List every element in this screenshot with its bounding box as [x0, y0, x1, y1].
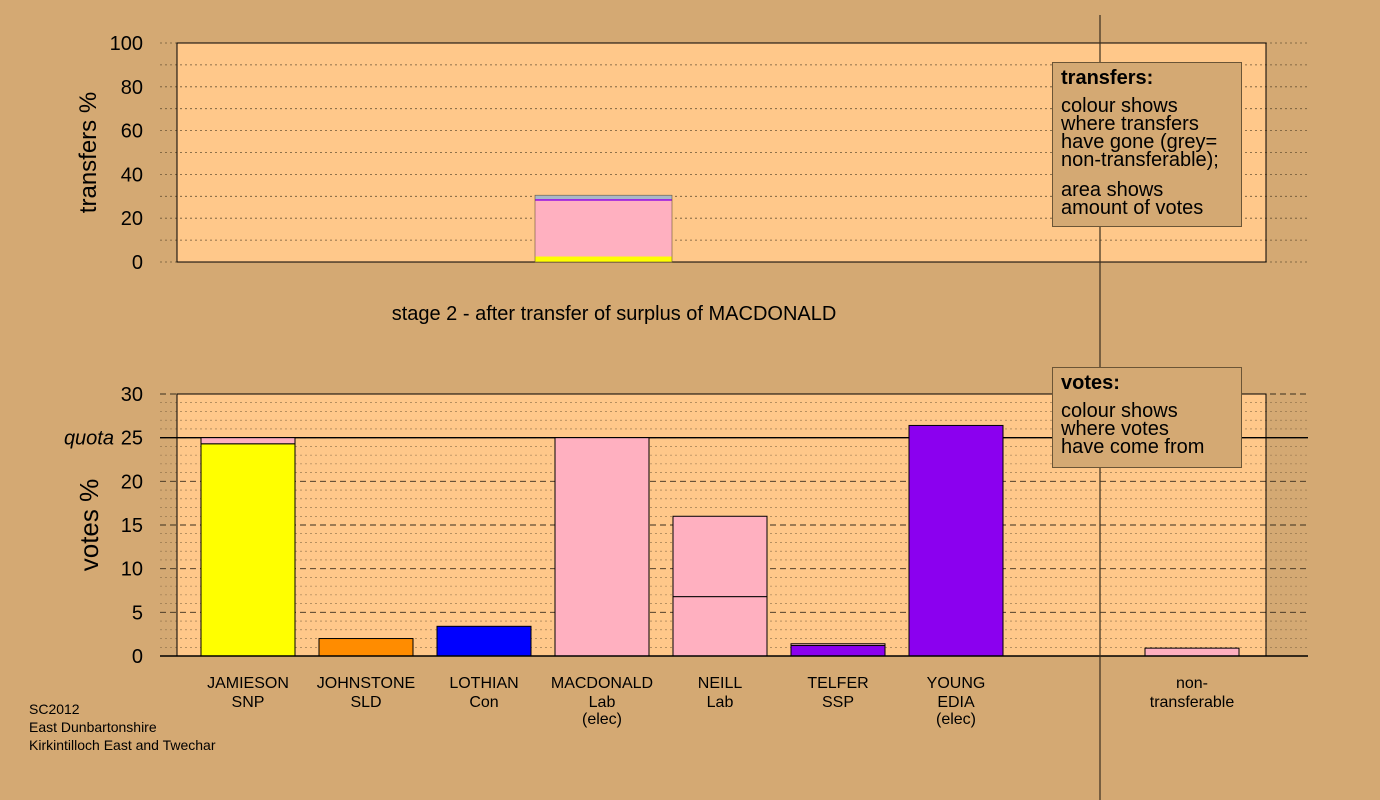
candidate-name-label: JAMIESON [207, 675, 289, 692]
candidate-party-label: SSP [822, 694, 854, 711]
transfers-legend-line: non-transferable); [1061, 149, 1219, 171]
candidate-name-label: LOTHIAN [449, 675, 518, 692]
candidate-party-label: Con [469, 694, 498, 711]
transfers-y-tick-label: 80 [121, 77, 143, 99]
candidate-party-label: SLD [350, 694, 381, 711]
candidate-note-label: (elec) [936, 711, 976, 728]
transfers-y-axis-label: transfers % [75, 92, 102, 213]
votes-legend: votes: colour shows where votes have com… [1052, 367, 1242, 468]
transfer-segment-non-transferable [535, 195, 672, 200]
vote-bar-segment [908, 424, 1004, 657]
candidate-name-label: TELFER [807, 675, 868, 692]
vote-bar-segment [672, 515, 768, 598]
transfers-y-tick-label: 100 [110, 33, 143, 55]
transfers-y-tick-label: 0 [132, 252, 143, 274]
transfers-y-tick-label: 20 [121, 208, 143, 230]
transfers-y-tick-label: 60 [121, 121, 143, 143]
votes-legend-line: have come from [1061, 436, 1205, 458]
vote-bar-segment [790, 643, 886, 647]
votes-y-axis-label: votes % [74, 479, 104, 572]
transfer-segment-neill [535, 200, 672, 257]
votes-y-tick-label: 30 [121, 384, 143, 406]
transfers-legend-title: transfers: [1061, 67, 1154, 89]
candidate-party-label: Lab [707, 694, 734, 711]
votes-y-tick-label: 5 [132, 602, 143, 624]
candidate-name-label: MACDONALD [551, 675, 653, 692]
votes-legend-title: votes: [1061, 372, 1120, 394]
vote-bar-segment [1144, 647, 1240, 657]
candidate-name-label: YOUNG [927, 675, 986, 692]
candidate-name-label: non- [1176, 675, 1208, 692]
votes-y-tick-label: 15 [121, 515, 143, 537]
transfer-bar-outline [534, 194, 673, 263]
votes-y-tick-label: 0 [132, 646, 143, 668]
stage-title: stage 2 - after transfer of surplus of M… [392, 303, 837, 325]
transfers-legend-line: where transfers [1061, 113, 1199, 135]
votes-legend-line: where votes [1061, 418, 1169, 440]
footer: SC2012 East Dunbartonshire Kirkintilloch… [29, 700, 216, 754]
transfer-segment-telfer [535, 199, 672, 201]
votes-y-tick-label: 10 [121, 559, 143, 581]
candidate-party-label: EDIA [937, 694, 975, 711]
candidate-note-label: (elec) [582, 711, 622, 728]
candidate-party-label: SNP [232, 694, 265, 711]
candidate-party-label: Lab [589, 694, 616, 711]
footer-line: Kirkintilloch East and Twechar [29, 737, 216, 753]
vote-bar-segment [318, 638, 414, 657]
footer-line: SC2012 [29, 701, 80, 717]
transfers-legend-line: amount of votes [1061, 197, 1204, 219]
votes-y-tick-label: 20 [121, 471, 143, 493]
votes-y-tick-label: 25 [121, 428, 143, 450]
transfers-legend-line: have gone (grey= [1061, 131, 1218, 153]
transfers-y-tick-label: 40 [121, 164, 143, 186]
candidate-name-label: NEILL [698, 675, 743, 692]
footer-line: East Dunbartonshire [29, 719, 157, 735]
votes-legend-line: colour shows [1061, 400, 1178, 422]
vote-bar-segment [200, 443, 296, 657]
vote-bar-segment [200, 437, 296, 445]
transfers-plot-frame [176, 42, 1267, 263]
transfers-legend: transfers: colour shows where transfers … [1052, 62, 1242, 227]
vote-bar-segment [672, 596, 768, 657]
transfers-legend-line: area shows [1061, 179, 1164, 201]
vote-bar-segment [554, 437, 650, 657]
quota-label: quota [64, 428, 114, 450]
transfers-legend-line: colour shows [1061, 95, 1178, 117]
transfer-segment-jamieson [535, 256, 672, 262]
candidate-name-label: JOHNSTONE [317, 675, 415, 692]
candidate-party-label: transferable [1150, 694, 1235, 711]
vote-bar-segment [790, 645, 886, 657]
vote-bar-segment [436, 625, 532, 657]
